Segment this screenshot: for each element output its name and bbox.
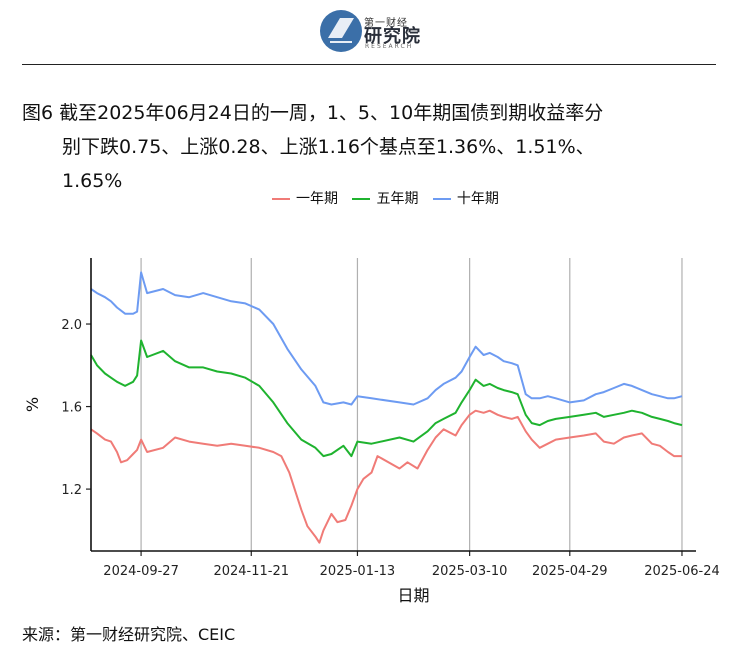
series-line-five-year — [90, 339, 683, 458]
logo-text-brand: 第一财经 — [364, 18, 408, 29]
legend-label-one-year: 一年期 — [296, 191, 338, 207]
legend-label-five-year: 五年期 — [376, 191, 419, 207]
x-tick-label: 2024-11-21 — [213, 564, 289, 579]
research-institute-logo: 第一财经 研究院 RESEARCH — [318, 8, 428, 54]
figure-title-line-1: 图6 截至2025年06月24日的一周，1、5、10年期国债到期收益率分 — [22, 102, 604, 124]
figure-title: 图6 截至2025年06月24日的一周，1、5、10年期国债到期收益率分 别下跌… — [22, 96, 734, 198]
legend-key-one-year — [272, 198, 290, 200]
logo-mark-icon — [320, 10, 362, 52]
legend-item-five-year: 五年期 — [352, 188, 418, 208]
y-tick-label: 1.2 — [61, 483, 82, 498]
series-lines — [90, 271, 683, 544]
x-tick-label: 2025-03-10 — [432, 564, 508, 579]
legend-item-ten-year: 十年期 — [432, 188, 499, 208]
axes: 2024-09-27 2024-11-21 2025-01-13 2025-03-10… — [23, 258, 720, 605]
yield-line-chart: 2024-09-27 2024-11-21 2025-01-13 2025-03-10… — [23, 258, 720, 605]
y-tick-label: 2.0 — [61, 318, 82, 333]
chart-legend: 一年期 五年期 十年期 — [272, 188, 509, 210]
legend-label-ten-year: 十年期 — [456, 191, 499, 207]
logo-text-research: RESEARCH — [365, 43, 414, 50]
x-tick-label: 2024-09-27 — [103, 564, 179, 579]
report-header: 第一财经 研究院 RESEARCH — [0, 0, 747, 66]
legend-key-ten-year — [432, 198, 451, 200]
y-tick-label: 1.6 — [61, 401, 82, 416]
x-tick-label: 2025-06-24 — [644, 564, 720, 579]
logo-text-institute: 研究院 — [364, 26, 421, 47]
y-axis-title: % — [23, 397, 42, 412]
legend-key-five-year — [352, 198, 371, 200]
series-line-one-year — [90, 409, 682, 544]
source-note: 来源：第一财经研究院、CEIC — [22, 625, 236, 644]
figure-title-line-3: 1.65% — [62, 170, 123, 192]
x-tick-label: 2025-01-13 — [320, 564, 396, 579]
x-axis-title: 日期 — [397, 586, 429, 605]
legend-item-one-year: 一年期 — [272, 188, 338, 208]
series-line-ten-year — [90, 271, 683, 406]
x-tick-label: 2025-04-29 — [532, 564, 608, 579]
header-rule — [22, 64, 716, 65]
figure-title-line-2: 别下跌0.75、上涨0.28、上涨1.16个基点至1.36%、1.51%、 — [62, 136, 595, 158]
